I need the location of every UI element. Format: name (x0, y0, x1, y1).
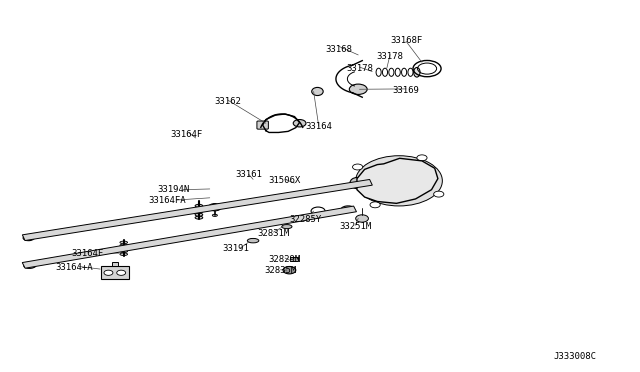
Ellipse shape (120, 241, 127, 244)
Text: 32835M: 32835M (264, 266, 296, 275)
Text: 33194N: 33194N (157, 185, 189, 194)
Circle shape (390, 176, 408, 186)
Polygon shape (357, 158, 438, 203)
Text: 33164F: 33164F (170, 130, 202, 139)
Ellipse shape (212, 214, 218, 217)
Ellipse shape (195, 216, 203, 219)
Ellipse shape (120, 244, 127, 247)
Text: 33164+A: 33164+A (56, 263, 93, 272)
Circle shape (353, 164, 363, 170)
Ellipse shape (120, 250, 127, 253)
Circle shape (434, 191, 444, 197)
Circle shape (417, 155, 427, 161)
Circle shape (283, 266, 296, 274)
Text: 33178: 33178 (377, 52, 404, 61)
Circle shape (293, 119, 306, 127)
Text: 33178: 33178 (346, 64, 373, 73)
Polygon shape (100, 266, 129, 279)
Text: 33164: 33164 (305, 122, 332, 131)
Circle shape (209, 203, 221, 211)
Text: 33168: 33168 (326, 45, 353, 54)
Text: 33161: 33161 (235, 170, 262, 179)
Ellipse shape (23, 235, 35, 241)
Ellipse shape (195, 213, 203, 216)
FancyBboxPatch shape (290, 257, 298, 260)
Text: 33169: 33169 (392, 86, 419, 94)
Ellipse shape (195, 204, 203, 207)
Circle shape (370, 202, 380, 208)
Ellipse shape (120, 253, 127, 256)
Circle shape (356, 215, 369, 222)
Text: 33162: 33162 (214, 97, 241, 106)
Ellipse shape (282, 225, 292, 229)
Polygon shape (22, 206, 356, 268)
Ellipse shape (413, 67, 420, 77)
Polygon shape (111, 262, 118, 266)
Ellipse shape (359, 179, 371, 185)
Circle shape (356, 156, 442, 206)
FancyBboxPatch shape (257, 121, 268, 129)
Text: 32285Y: 32285Y (290, 215, 322, 224)
Text: 33164F: 33164F (71, 249, 104, 258)
Circle shape (104, 270, 113, 275)
Text: 32829M: 32829M (269, 254, 301, 264)
Text: 33191: 33191 (223, 244, 250, 253)
Ellipse shape (24, 262, 36, 269)
Text: 31506X: 31506X (269, 176, 301, 185)
Text: 33168F: 33168F (390, 36, 422, 45)
Text: J333008C: J333008C (554, 352, 596, 361)
Circle shape (349, 84, 367, 94)
Text: 33164FA: 33164FA (148, 196, 186, 205)
Ellipse shape (247, 238, 259, 243)
Ellipse shape (312, 87, 323, 96)
Ellipse shape (195, 210, 203, 213)
Ellipse shape (350, 177, 364, 189)
Circle shape (116, 270, 125, 275)
Ellipse shape (120, 247, 127, 250)
Text: 32831M: 32831M (257, 229, 290, 238)
Text: 33251M: 33251M (339, 222, 371, 231)
Ellipse shape (341, 206, 354, 212)
Polygon shape (22, 179, 372, 241)
Ellipse shape (195, 207, 203, 210)
